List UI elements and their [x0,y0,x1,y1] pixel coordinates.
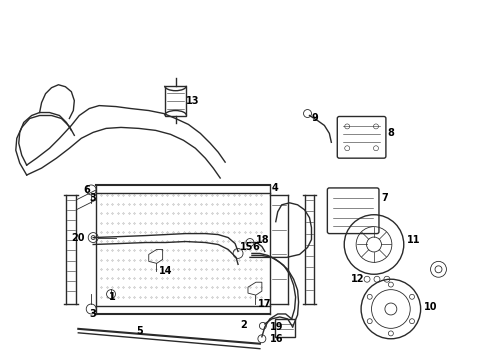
Text: 5: 5 [136,326,143,336]
Text: 9: 9 [312,113,318,123]
Text: 13: 13 [185,96,199,105]
Text: 7: 7 [381,193,388,203]
Text: 3: 3 [89,309,96,319]
Text: 17: 17 [258,299,271,309]
Text: 19: 19 [270,322,283,332]
Text: 10: 10 [424,302,437,312]
Text: 1: 1 [109,292,116,302]
Text: 2: 2 [240,320,247,330]
Text: 14: 14 [159,266,172,276]
Text: 6: 6 [252,243,259,252]
Text: 11: 11 [407,234,420,244]
Text: 16: 16 [270,334,283,344]
Text: 20: 20 [72,233,85,243]
Text: 15: 15 [240,243,253,252]
Text: 4: 4 [272,183,278,193]
Text: 12: 12 [351,274,365,284]
Text: 8: 8 [387,129,394,138]
Bar [275,319,294,337]
Bar [165,86,187,116]
Text: 18: 18 [256,234,270,244]
Text: 6: 6 [83,185,90,195]
Text: 3: 3 [89,193,96,203]
